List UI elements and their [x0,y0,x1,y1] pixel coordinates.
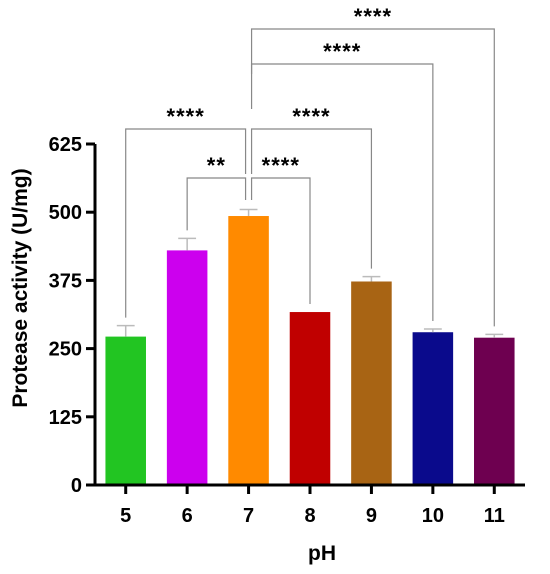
bars-layer [105,216,515,485]
y-tick-label-125: 125 [49,407,82,429]
x-tick-label-6: 6 [182,505,193,527]
significance-label-7-9: **** [292,104,330,129]
significance-bracket-6-7 [186,177,247,231]
y-axis-title: Protease activity (U/mg) [9,168,32,407]
bar-ph-8 [289,312,331,485]
axes-layer: 0 125 250 375 500 625 5 6 7 8 9 10 11 [49,134,525,527]
x-tick-label-5: 5 [120,505,131,527]
y-tick-label-375: 375 [49,270,82,292]
significance-bracket-5-7 [125,128,247,318]
x-axis-title: pH [308,542,336,565]
significance-label-5-7: **** [167,104,205,129]
significance-label-7-10: **** [323,39,361,64]
x-tick-label-11: 11 [484,505,505,527]
x-tick-label-10: 10 [422,505,444,527]
significance-bracket-7-8 [250,177,311,305]
significance-label-7-11: **** [354,4,392,29]
bar-ph-11 [474,337,515,485]
bar-ph-7 [228,216,269,485]
y-tick-label-625: 625 [49,134,82,156]
significance-label-6-7: ** [207,153,226,178]
significance-bracket-7-11 [250,28,495,327]
x-tick-label-9: 9 [366,505,377,527]
significance-bracket-7-9 [250,128,373,269]
bar-ph-6 [166,250,208,485]
x-tick-label-8: 8 [304,505,315,527]
bar-ph-5 [105,336,146,485]
significance-bracket-7-10 [250,63,434,321]
significance-layer: ** ******** ************ [125,4,495,327]
y-tick-label-500: 500 [49,202,82,224]
x-tick-label-7: 7 [243,505,254,527]
significance-label-7-8: **** [262,153,300,178]
bar-ph-9 [351,281,392,485]
y-tick-label-0: 0 [71,475,82,497]
bar-ph-10 [412,332,454,485]
error-bars-layer [116,208,504,338]
y-tick-label-250: 250 [49,339,82,361]
